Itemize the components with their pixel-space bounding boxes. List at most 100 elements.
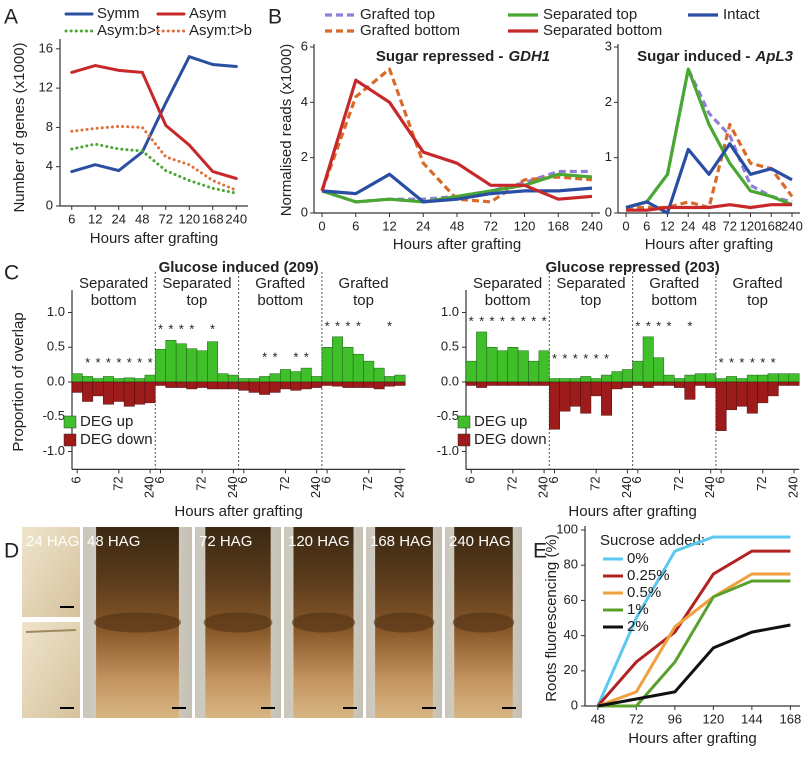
bar-up bbox=[632, 360, 644, 383]
bar-down bbox=[332, 381, 343, 387]
bar-up bbox=[217, 373, 229, 383]
series-line bbox=[626, 203, 792, 212]
y-tick-label: 8 bbox=[46, 119, 53, 134]
bar-up bbox=[363, 360, 375, 383]
legend-swatch bbox=[63, 433, 77, 447]
x-tick-label: 12 bbox=[88, 211, 102, 226]
series-line bbox=[70, 63, 238, 180]
bar-down bbox=[238, 381, 250, 391]
asterisk: * bbox=[739, 355, 744, 370]
bar-up bbox=[280, 369, 291, 383]
bar-up bbox=[757, 374, 769, 383]
y-tick-label: 0.0 bbox=[441, 373, 459, 388]
asterisk: * bbox=[542, 313, 547, 328]
x-tick-label: 12 bbox=[382, 218, 396, 233]
bar-up bbox=[736, 378, 748, 383]
legend-label: 2% bbox=[627, 618, 649, 635]
x-tick-label: 120 bbox=[514, 218, 536, 233]
bar-up bbox=[653, 357, 665, 383]
asterisk: * bbox=[189, 322, 194, 337]
asterisk: * bbox=[85, 355, 90, 370]
series-line bbox=[70, 142, 238, 195]
bar-up bbox=[342, 347, 354, 383]
asterisk: * bbox=[179, 322, 184, 337]
y-tick-label: 0.0 bbox=[47, 373, 65, 388]
y-tick-label: 20 bbox=[564, 662, 578, 677]
panel-label: D bbox=[4, 540, 19, 563]
bar-up bbox=[113, 378, 125, 383]
y-tick-label: 0 bbox=[301, 204, 308, 219]
bar-down bbox=[715, 381, 727, 431]
legend-label: 0.5% bbox=[627, 584, 661, 601]
bar-up bbox=[705, 373, 717, 383]
x-tick-label: 168 bbox=[202, 211, 224, 226]
bar-down bbox=[102, 381, 114, 405]
bar-down bbox=[175, 381, 187, 388]
bar-down bbox=[269, 381, 281, 393]
asterisk: * bbox=[148, 355, 153, 370]
y-tick-label: 12 bbox=[39, 80, 53, 95]
asterisk: * bbox=[96, 355, 101, 370]
x-tick-label: 6 bbox=[643, 218, 650, 233]
x-tick-label: 120 bbox=[178, 211, 200, 226]
panel-label-text: Separated bbox=[556, 275, 625, 292]
bar-down bbox=[134, 381, 146, 405]
graft-junction bbox=[291, 612, 356, 633]
gene-name: GDH1 bbox=[508, 48, 550, 65]
legend-label: Asym bbox=[189, 5, 227, 22]
series-line bbox=[596, 549, 791, 707]
panel-label: B bbox=[268, 6, 282, 29]
bar-up bbox=[82, 376, 94, 383]
subplot-title: Sugar repressed - GDH1 bbox=[376, 48, 550, 65]
bar-up bbox=[300, 367, 312, 383]
axis-title: Roots fluorescencing (%) bbox=[543, 534, 560, 702]
bar-up bbox=[394, 374, 406, 383]
bar-up bbox=[196, 350, 208, 383]
x-tick-label: 48 bbox=[591, 711, 605, 726]
bar-down bbox=[528, 381, 540, 386]
x-tick-label: 72 bbox=[277, 476, 292, 490]
legend-label: Symm bbox=[97, 5, 140, 22]
bar-up bbox=[788, 373, 800, 383]
bar-down bbox=[186, 381, 198, 390]
panel-label-text: bottom bbox=[91, 292, 137, 309]
bar-down bbox=[384, 381, 396, 387]
bar-down bbox=[207, 381, 219, 390]
x-tick-label: 96 bbox=[668, 711, 682, 726]
bar-up bbox=[332, 336, 343, 383]
y-tick-label: 3 bbox=[605, 38, 612, 53]
bar-down bbox=[632, 381, 644, 386]
bar-down bbox=[123, 381, 135, 407]
asterisk: * bbox=[771, 355, 776, 370]
bar-up bbox=[321, 347, 333, 383]
y-tick-label: 1.0 bbox=[441, 304, 459, 319]
bar-down bbox=[601, 381, 613, 416]
bar-up bbox=[238, 378, 250, 383]
asterisk: * bbox=[168, 322, 173, 337]
group-title: Glucose induced (209) bbox=[159, 259, 319, 276]
y-tick-label: 0 bbox=[605, 204, 612, 219]
x-tick-label: 48 bbox=[450, 218, 464, 233]
series-line bbox=[597, 623, 791, 708]
x-tick-label: 6 bbox=[319, 476, 334, 483]
bar-up bbox=[549, 378, 560, 383]
axis-title: Proportion of overlap bbox=[10, 312, 27, 451]
x-tick-label: 72 bbox=[484, 218, 498, 233]
panel-label-text: top bbox=[581, 292, 602, 309]
bar-up bbox=[538, 350, 550, 383]
panel-label-text: Separated bbox=[162, 275, 231, 292]
graft-edge bbox=[25, 629, 77, 633]
x-tick-label: 48 bbox=[702, 218, 716, 233]
asterisk: * bbox=[594, 351, 599, 366]
y-tick-label: 60 bbox=[564, 592, 578, 607]
micrograph-label: 240 HAG bbox=[449, 533, 511, 550]
legend-title: Sucrose added: bbox=[600, 532, 705, 549]
bar-up bbox=[559, 378, 571, 383]
bar-down bbox=[321, 381, 333, 386]
series-line bbox=[321, 172, 593, 204]
legend-label: Separated top bbox=[543, 6, 637, 23]
legend-label: DEG up bbox=[474, 413, 527, 430]
bar-down bbox=[165, 381, 177, 388]
bar-down bbox=[352, 381, 364, 388]
bar-up bbox=[767, 373, 779, 383]
